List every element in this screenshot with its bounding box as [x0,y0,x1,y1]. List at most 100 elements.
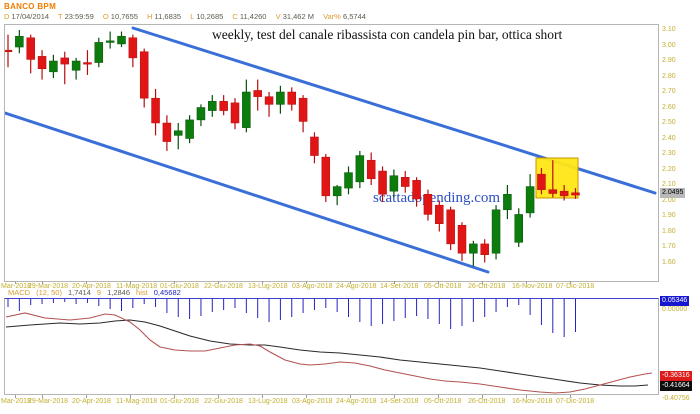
price-axis-label: 1.80 [662,227,676,235]
instrument-name: BANCO BPM [4,2,57,11]
candle [401,171,410,193]
axis-tick [262,281,263,284]
date-axis-label: 24-Ago-2018 [336,398,377,405]
axis-tick [174,395,175,398]
date-axis-label: 01-Giu-2018 [160,398,199,405]
ohlc-field-var: Var% 6,5744 [323,12,366,21]
date-axis-label: 29-Mar-2018 [28,283,69,290]
candle [514,208,523,247]
candle [128,34,138,68]
price-axis-label: 2.10 [662,181,676,188]
date-axis-label: 07-Dic-2018 [556,283,595,290]
candle [253,79,262,111]
axis-tick [570,395,571,398]
axis-tick [526,395,527,398]
axis-tick [15,395,16,398]
candle [37,50,47,80]
date-axis-label: Mar-2018 [1,398,31,405]
date-axis-label: 07-Dic-2018 [556,398,595,405]
macd-params: (12, 50) [36,288,62,297]
candle [559,185,569,201]
candle [457,222,467,261]
candle [446,206,455,251]
candle [310,132,319,164]
ohlc-field-close: C 11,4260 [232,12,267,21]
macd-panel [4,298,659,395]
candle [503,185,512,220]
candle [5,34,13,68]
axis-tick [86,395,87,398]
axis-tick [482,395,483,398]
macd-chart-canvas[interactable] [5,299,658,394]
candle [208,95,217,117]
candle [423,189,433,221]
price-axis-label: 2.90 [662,57,676,64]
candle [548,160,558,198]
macd-hist-value: 0,45682 [153,288,181,297]
axis-tick [42,395,43,398]
axis-tick [482,281,483,284]
candle [49,54,58,79]
axis-tick [526,281,527,284]
candle [355,150,365,189]
price-axis-label: 2.30 [662,150,676,157]
chart-annotation-title: weekly, test del canale ribassista con c… [212,27,563,42]
axis-tick [306,395,307,398]
candle [389,169,399,198]
axis-tick [394,395,395,398]
axis-tick [218,395,219,398]
axis-tick [306,281,307,284]
date-axis-label: 24-Ago-2018 [336,283,377,290]
macd-line-value-tag: -0.41664 [660,381,692,391]
date-axis-label: 29-Mar-2018 [28,398,69,405]
candle [15,30,24,54]
candle [571,188,580,199]
ohlc-field-low: L 10,2685 [190,12,224,21]
candle [264,92,274,117]
candle [491,205,501,260]
last-price-tag: 2.0495 [660,188,686,198]
candle [287,87,296,111]
date-axis-label: 22-Giu-2018 [204,398,243,405]
price-axis-label: 2.50 [662,119,676,126]
axis-tick [438,281,439,284]
price-axis-label: 2.60 [662,103,676,111]
ohlc-field-open: O 10,7655 [102,12,138,21]
candle [151,88,160,136]
axis-tick [394,281,395,284]
candle [469,240,478,267]
date-axis-label: Mar-2018 [1,283,31,290]
macd-signal-value: 1,2846 [107,288,131,297]
ohlc-field-time: T 23:59:59 [58,12,94,21]
price-chart-canvas[interactable] [5,25,658,281]
axis-tick [438,395,439,398]
axis-tick [174,281,175,284]
macd-signal-period: 9 [96,288,102,297]
date-axis-label: 13-Lug-2018 [248,283,288,290]
date-axis-label: 13-Lug-2018 [248,398,288,405]
ohlc-info-bar: D 17/04/2014 T 23:59:59 O 10,7655 H 11,6… [4,12,373,21]
candle [94,37,104,68]
candle [366,152,376,185]
candle [525,174,535,218]
candle [219,95,228,116]
date-axis-label: 20-Apr-2018 [72,398,111,405]
channel-lower-trendline[interactable] [5,111,490,274]
macd-zero-label: 0.00000 [662,306,688,313]
axis-tick [86,281,87,284]
price-axis-label: 1.70 [662,243,676,250]
date-axis-label: 26-Ott-2018 [468,398,506,405]
axis-tick [130,395,131,398]
candle [378,166,387,203]
candle [344,166,353,195]
date-axis-label: 14-Set-2018 [380,283,419,290]
axis-tick [350,281,351,284]
price-axis-label: 2.00 [662,196,676,204]
date-axis-label: 01-Giu-2018 [160,283,199,290]
axis-tick [350,395,351,398]
price-axis-label: 3.10 [662,26,676,33]
price-axis-label: 1.60 [662,258,676,266]
macd-hist-label: hist [136,288,148,297]
candle [105,31,115,49]
